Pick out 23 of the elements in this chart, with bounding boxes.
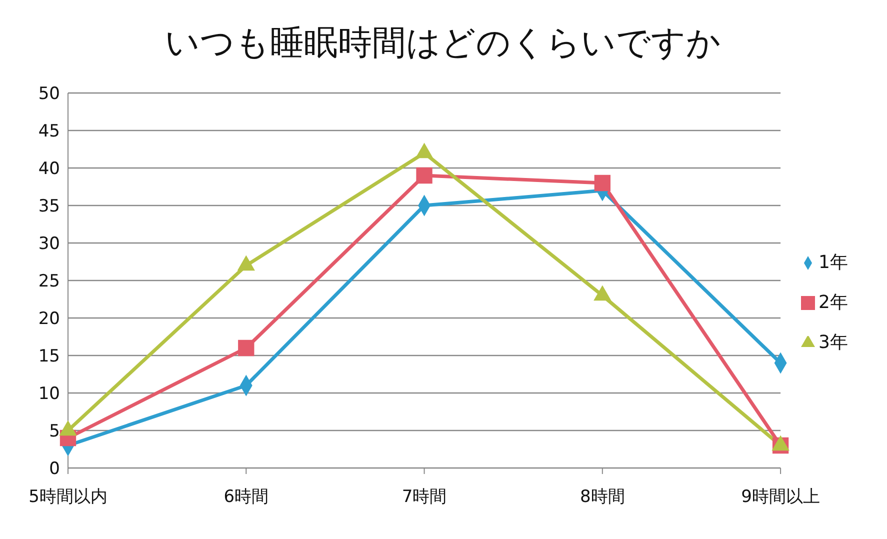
point	[416, 167, 432, 184]
x-tick-label: 9時間以上	[741, 487, 820, 508]
x-tick-label: 6時間	[224, 487, 269, 508]
y-tick-label: 5	[49, 422, 60, 442]
y-tick-label: 30	[38, 234, 60, 254]
x-tick-label: 7時間	[402, 487, 447, 508]
chart-title: いつも睡眠時間はどのくらいですか	[164, 22, 722, 65]
legend-label: 2年	[818, 292, 848, 313]
point	[238, 340, 254, 356]
point	[594, 174, 610, 192]
y-tick-label: 15	[38, 346, 60, 367]
y-tick-label: 40	[38, 159, 60, 180]
legend-label: 3年	[818, 332, 848, 353]
y-tick-label: 35	[38, 196, 60, 217]
y-tick-label: 50	[38, 84, 60, 104]
y-tick-label: 10	[38, 384, 60, 404]
x-tick-label: 8時間	[580, 487, 625, 508]
x-tick-label: 5時間以内	[28, 487, 108, 508]
legend-label: 1年	[818, 252, 848, 273]
y-tick-label: 25	[38, 272, 60, 292]
y-tick-label: 0	[49, 459, 60, 480]
y-tick-label: 45	[38, 122, 60, 142]
y-tick-label: 20	[38, 309, 60, 330]
